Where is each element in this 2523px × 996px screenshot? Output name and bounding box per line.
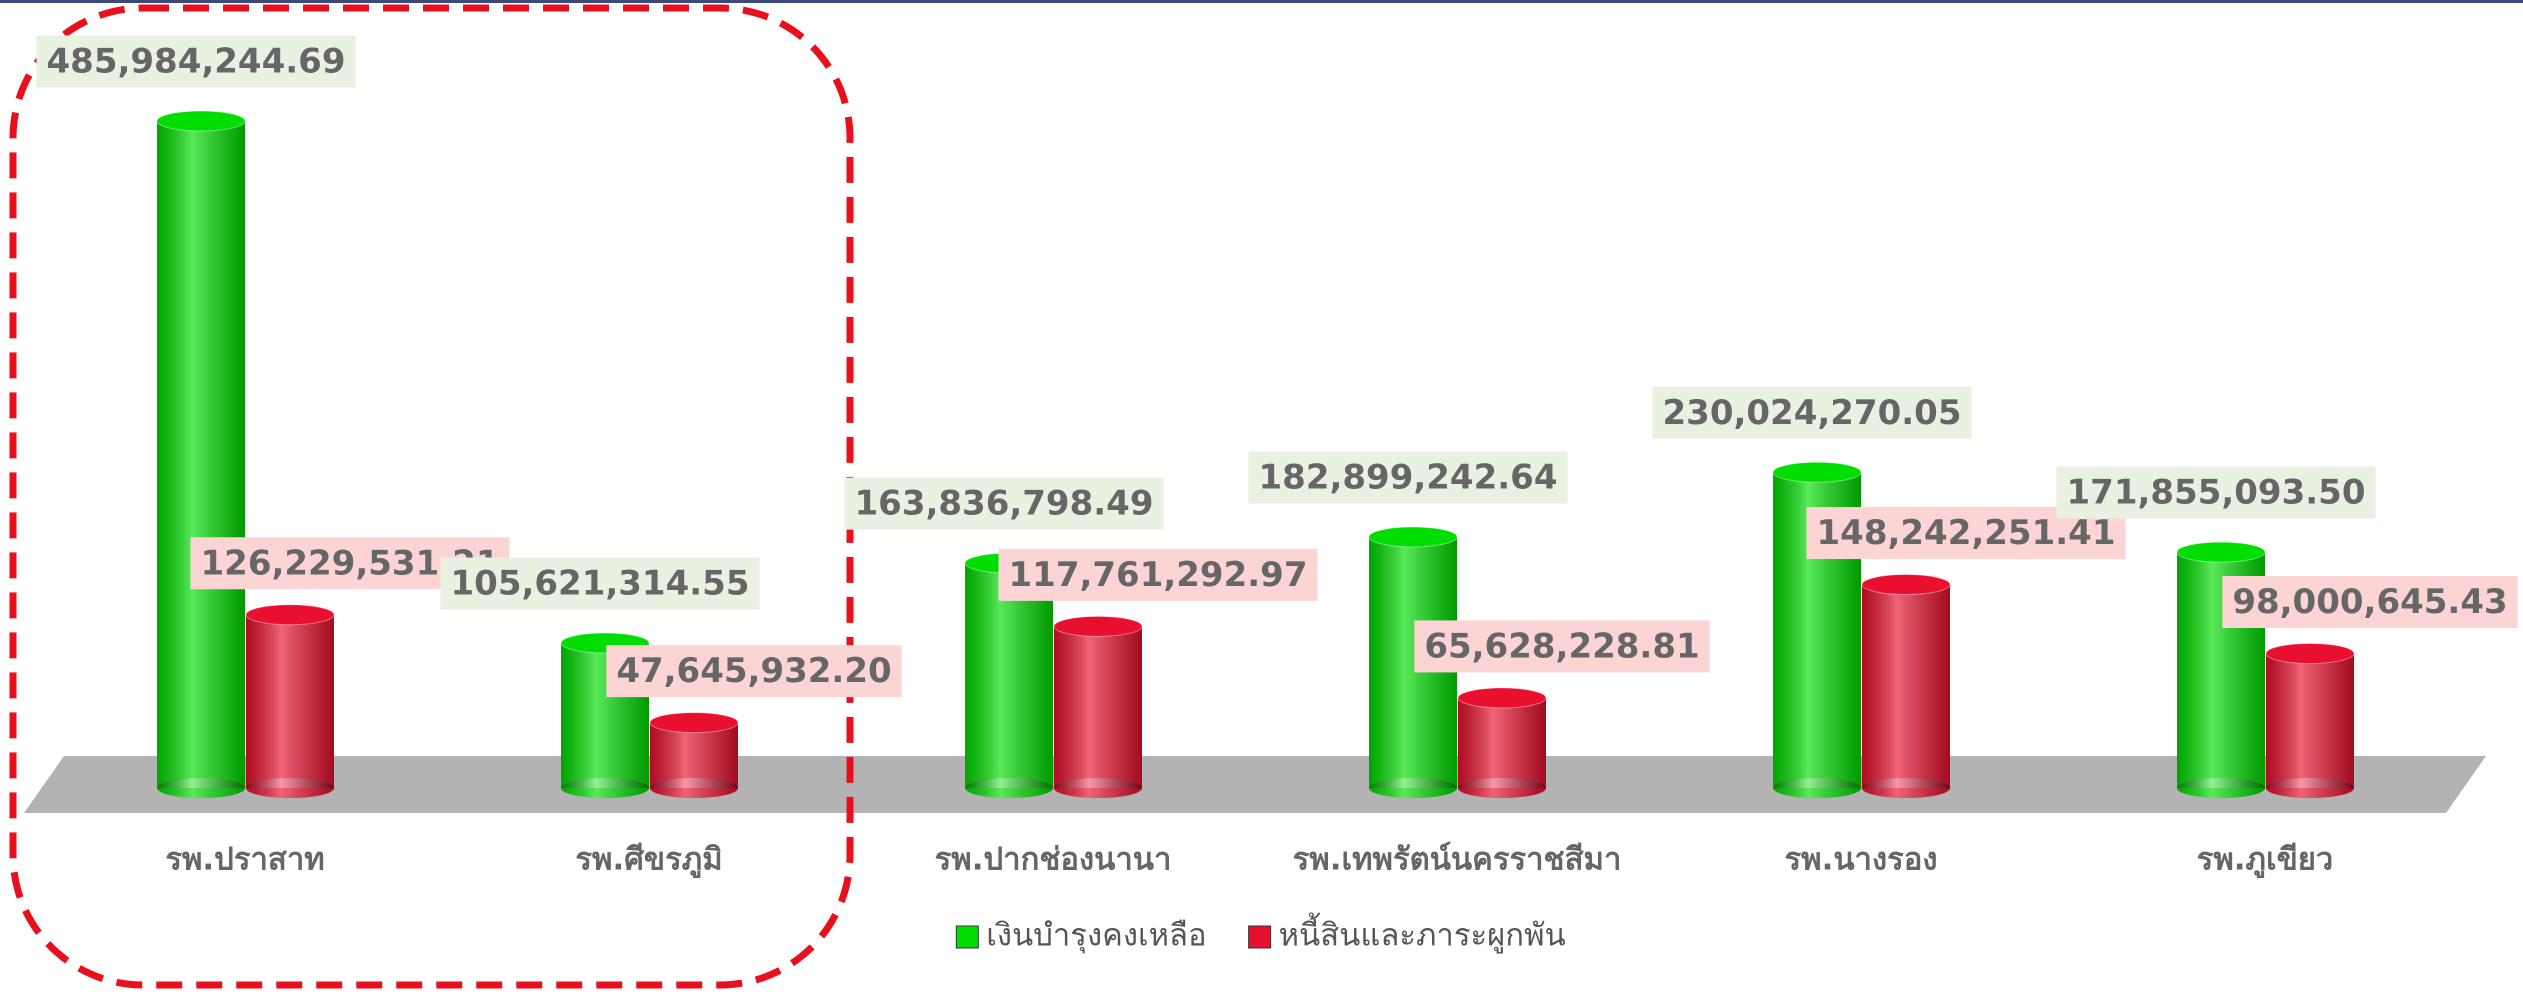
- value-label-bg: [844, 477, 1164, 530]
- value-label-bg: [36, 35, 356, 88]
- legend-swatch: [1248, 925, 1272, 949]
- legend-label: เงินบำรุงคงเหลือ: [986, 918, 1206, 955]
- value-label: 148,242,251.41: [1817, 513, 2116, 553]
- bar-top: [2265, 642, 2355, 664]
- x-tick-label: รพ.ปากช่องนานา: [935, 842, 1172, 878]
- legend-swatch: [955, 925, 979, 949]
- value-label-bg: [440, 557, 760, 610]
- x-tick-label: รพ.ศีขรภูมิ: [575, 842, 722, 879]
- value-label: 485,984,244.69: [47, 42, 346, 82]
- bar-shade: [650, 722, 738, 788]
- bar-shade: [1458, 697, 1546, 788]
- floor: [24, 756, 2486, 813]
- bar-top: [1053, 615, 1143, 637]
- bar-top: [1457, 687, 1547, 709]
- bar-bottom-shade: [2177, 778, 2265, 798]
- bar-top: [1772, 461, 1862, 483]
- bar-top: [245, 604, 335, 626]
- value-label: 163,836,798.49: [855, 484, 1154, 524]
- bar-shade: [1862, 584, 1950, 788]
- x-tick-label: รพ.ภูเขียว: [2197, 842, 2334, 879]
- value-label: 65,628,228.81: [1424, 626, 1699, 666]
- bar-bottom-shade: [561, 778, 649, 798]
- bar-bottom-shade: [650, 778, 738, 798]
- bar-top: [156, 110, 246, 132]
- bar-top: [1368, 526, 1458, 548]
- value-label-bg: [1248, 451, 1568, 504]
- value-label: 117,761,292.97: [1009, 555, 1308, 595]
- value-label-bg: [2222, 575, 2518, 628]
- bar-top: [2176, 541, 2266, 563]
- bar-shade: [1054, 626, 1142, 788]
- bar-bottom-shade: [965, 778, 1053, 798]
- bar-shade: [2266, 653, 2354, 788]
- top-border: [0, 0, 2523, 3]
- legend-label: หนี้สินและภาระผูกพัน: [1279, 913, 1566, 954]
- bar-top: [1861, 574, 1951, 596]
- bar-bottom-shade: [1458, 778, 1546, 798]
- value-label: 171,855,093.50: [2067, 473, 2366, 513]
- bar-bottom-shade: [1773, 778, 1861, 798]
- value-label-bg: [606, 645, 902, 698]
- bar-bottom-shade: [246, 778, 334, 798]
- value-label: 98,000,645.43: [2232, 582, 2507, 622]
- value-label-bg: [2056, 466, 2376, 519]
- bar-top: [649, 712, 739, 734]
- value-label-bg: [1652, 386, 1972, 439]
- bar-bottom-shade: [157, 778, 245, 798]
- bar-bottom-shade: [1369, 778, 1457, 798]
- value-label: 182,899,242.64: [1259, 457, 1558, 497]
- x-tick-label: รพ.เทพรัตน์นครราชสีมา: [1293, 842, 1622, 878]
- value-label: 105,621,314.55: [451, 564, 750, 604]
- bar-shade: [246, 614, 334, 788]
- highlight-box: [9, 4, 854, 989]
- bar-shade: [157, 121, 245, 788]
- x-tick-label: รพ.ปราสาท: [165, 842, 324, 878]
- bar-bottom-shade: [1862, 778, 1950, 798]
- x-tick-label: รพ.นางรอง: [1784, 842, 1937, 878]
- value-label-bg: [1414, 620, 1710, 673]
- value-label: 230,024,270.05: [1663, 393, 1962, 433]
- bar-bottom-shade: [2266, 778, 2354, 798]
- value-label: 47,645,932.20: [616, 651, 891, 691]
- bar-bottom-shade: [1054, 778, 1142, 798]
- value-label-bg: [998, 548, 1318, 601]
